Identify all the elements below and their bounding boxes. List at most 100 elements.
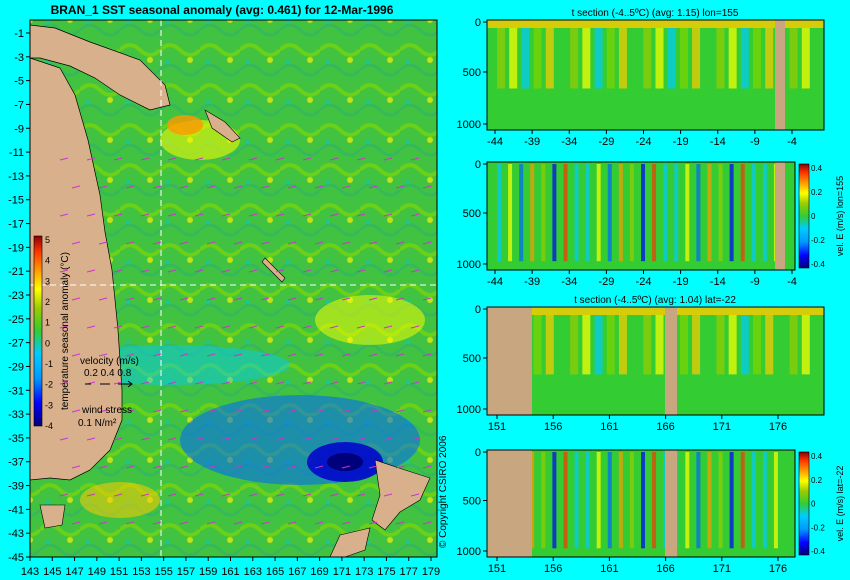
wind-stress-arrow: [260, 353, 270, 357]
wind-stress-arrow: [233, 353, 243, 357]
section-stripe: [641, 452, 645, 549]
wind-stress-arrow: [98, 185, 108, 189]
section-frame: [486, 449, 796, 558]
section-stripe: [582, 315, 591, 375]
map-y-tick-label: -5: [14, 76, 24, 88]
velocity-colorbar-label: vel. E (m/s) lon=155: [835, 176, 845, 256]
sst-colorbar-tick-label: 5: [45, 235, 50, 245]
wind-stress-arrow: [86, 437, 96, 441]
section-x-tick-label: 176: [769, 563, 787, 575]
section-x-tick-label: -24: [636, 136, 652, 148]
section-x-tick-label: -44: [487, 276, 503, 288]
section-stripe: [652, 452, 657, 549]
wind-stress-arrow: [152, 409, 162, 413]
copyright-text: © Copyright CSIRO 2006: [438, 435, 449, 548]
sst-colorbar-tick-label: -1: [45, 359, 53, 369]
velocity-colorbar-label: vel. E (m/s) lat=-22: [835, 466, 845, 542]
wind-stress-arrow: [410, 381, 420, 385]
section-stripe: [618, 28, 627, 89]
wind-stress-arrow: [275, 493, 285, 497]
sst-colorbar-tick-label: 2: [45, 297, 50, 307]
wind-stress-arrow: [59, 493, 69, 497]
velocity-colorbar-tick-label: 0: [811, 212, 816, 221]
wind-stress-arrow: [395, 185, 405, 189]
wind-stress-arrow: [179, 241, 189, 245]
wind-stress-arrow: [233, 465, 243, 469]
section-y-tick-label: 1000: [457, 259, 481, 271]
section-stripe: [740, 28, 749, 89]
section-stripe: [509, 28, 518, 89]
wind-stress-arrow: [125, 297, 135, 301]
section-stripe: [740, 452, 745, 549]
section-stripe: [740, 315, 749, 375]
wind-stress-arrow: [140, 213, 150, 217]
sst-colorbar-tick-label: 0: [45, 338, 50, 348]
wind-stress-arrow: [356, 213, 366, 217]
section-stripe: [606, 28, 615, 89]
section-stripe: [667, 28, 676, 89]
section-stripe: [545, 28, 554, 89]
wind-stress-arrow: [113, 269, 123, 273]
wind-stress-arrow: [71, 409, 81, 413]
section-stripe: [762, 164, 767, 262]
section-stripe: [685, 452, 690, 549]
section-x-tick-label: -9: [750, 276, 760, 288]
wind-stress-arrow: [260, 465, 270, 469]
map-x-tick-label: 157: [177, 566, 195, 578]
section-x-tick-label: -34: [561, 276, 577, 288]
wind-stress-arrow: [410, 325, 420, 329]
wind-stress-arrow: [71, 521, 81, 525]
wind-stress-arrow: [59, 381, 69, 385]
wind-stress-arrow: [86, 493, 96, 497]
section-stripe: [655, 28, 664, 89]
section-stripe: [765, 315, 774, 375]
section-stripe: [679, 315, 688, 375]
section-x-tick-label: -44: [487, 136, 503, 148]
section-stripe: [718, 164, 723, 262]
section-stripe: [594, 28, 603, 89]
wind-stress-arrow: [125, 409, 135, 413]
wind-stress-arrow: [59, 437, 69, 441]
section-stripe: [643, 315, 652, 375]
section-x-tick-label: -4: [787, 136, 797, 148]
wind-stress-arrow: [248, 381, 258, 385]
section-x-tick-label: -29: [598, 276, 614, 288]
map-x-tick-label: 167: [288, 566, 306, 578]
section-stripe: [557, 315, 566, 375]
wind-stress-arrow: [221, 437, 231, 441]
section-stripe: [607, 452, 612, 549]
wind-stress-arrow: [140, 381, 150, 385]
wind-stress-arrow: [140, 493, 150, 497]
section-y-tick-label: 0: [475, 447, 481, 459]
wind-legend-label: wind stress: [81, 405, 132, 416]
wind-stress-arrow: [395, 353, 405, 357]
wind-stress-arrow: [422, 521, 432, 525]
wind-stress-arrow: [167, 269, 177, 273]
wind-stress-arrow: [179, 353, 189, 357]
section-stripe: [663, 164, 668, 262]
section-y-tick-label: 500: [463, 353, 481, 365]
wind-stress-arrow: [395, 465, 405, 469]
map-y-tick-label: -37: [8, 457, 24, 469]
wind-stress-arrow: [356, 493, 366, 497]
wind-stress-arrow: [206, 409, 216, 413]
map-y-tick-label: -31: [8, 385, 24, 397]
map-x-tick-label: 153: [132, 566, 150, 578]
section-stripe: [552, 452, 557, 549]
section-stripe: [728, 28, 737, 89]
velocity-colorbar-tick-label: -0.4: [811, 260, 825, 269]
section-stripe: [773, 452, 778, 549]
wind-stress-arrow: [71, 465, 81, 469]
wind-legend-value: 0.1 N/m²: [78, 418, 117, 429]
wind-stress-arrow: [113, 157, 123, 161]
map-y-tick-label: -23: [8, 290, 24, 302]
wind-stress-arrow: [86, 157, 96, 161]
wind-stress-arrow: [410, 213, 420, 217]
wind-stress-arrow: [248, 213, 258, 217]
section-x-tick-label: -19: [673, 276, 689, 288]
map-y-tick-label: -7: [14, 99, 24, 111]
section-stripe: [751, 164, 756, 262]
velocity-legend: velocity (m/s) 0.2 0.4 0.8 wind stress 0…: [78, 356, 139, 429]
wind-stress-arrow: [179, 521, 189, 525]
map-x-axis: 143 145 147 149 151 153 155 157 159 161 163 165 167 1…: [21, 557, 440, 578]
